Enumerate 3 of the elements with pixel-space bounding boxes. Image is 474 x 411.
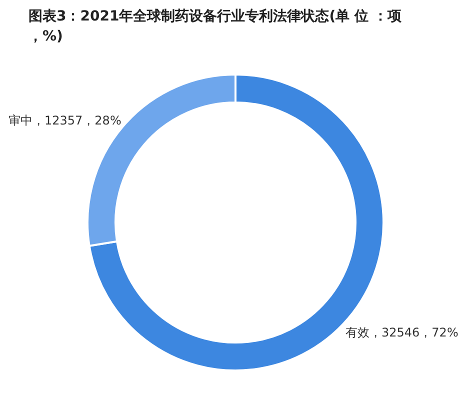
slice-label: 有效，32546，72% <box>346 326 458 340</box>
slice-label: 审中，12357，28% <box>8 114 122 128</box>
chart-title: 图表3：2021年全球制药设备行业专利法律状态(单 位 ：项，%) <box>28 8 402 44</box>
